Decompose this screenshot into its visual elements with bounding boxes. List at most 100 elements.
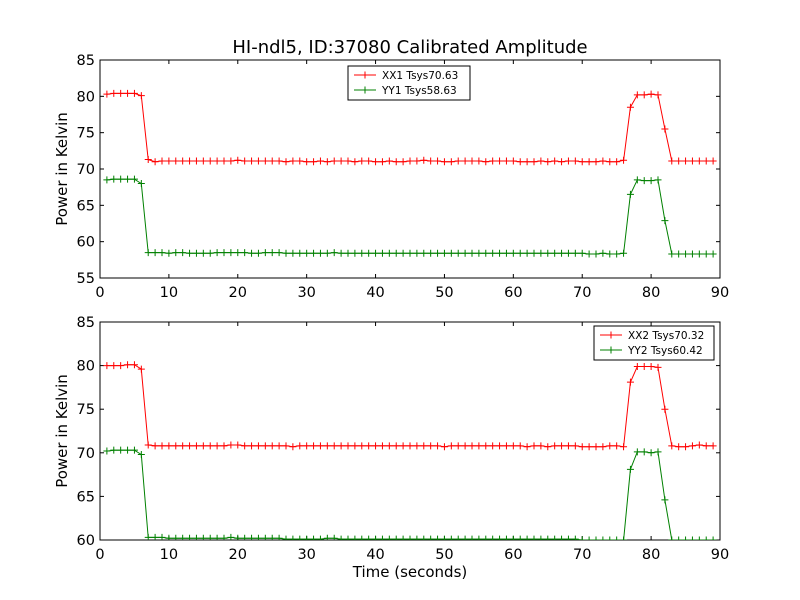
data-point	[427, 535, 435, 540]
data-point	[165, 157, 173, 165]
data-point	[365, 442, 373, 450]
data-point	[110, 175, 118, 183]
data-point	[420, 535, 428, 540]
data-point	[248, 442, 256, 450]
legend: XX1 Tsys70.63 YY1 Tsys58.63	[347, 65, 471, 101]
data-point	[296, 249, 304, 257]
data-point	[468, 442, 476, 450]
data-point	[385, 442, 393, 450]
data-point	[372, 535, 380, 540]
data-point	[399, 535, 407, 540]
data-point	[530, 249, 538, 257]
data-point	[316, 442, 324, 450]
data-point	[626, 378, 634, 386]
data-point	[296, 535, 304, 540]
data-point	[385, 535, 393, 540]
data-point	[254, 534, 262, 540]
data-point	[516, 535, 524, 540]
data-point	[372, 442, 380, 450]
data-point	[234, 249, 242, 257]
data-point	[144, 249, 152, 257]
legend-marker	[607, 331, 615, 339]
x-tick-label: 30	[297, 547, 315, 563]
legend-label: YY2 Tsys60.42	[627, 345, 703, 357]
data-point	[289, 535, 297, 540]
data-point	[137, 92, 145, 100]
y-tick-label: 75	[77, 402, 95, 418]
data-point	[254, 157, 262, 165]
data-point	[248, 249, 256, 257]
series-xx1	[103, 89, 717, 166]
data-point	[468, 249, 476, 257]
data-point	[702, 250, 710, 258]
data-point	[544, 443, 552, 451]
data-point	[626, 190, 634, 198]
data-point	[330, 157, 338, 165]
data-point	[558, 442, 566, 450]
data-point	[358, 157, 366, 165]
data-point	[668, 442, 676, 450]
data-point	[447, 535, 455, 540]
data-point	[675, 443, 683, 451]
data-point	[206, 534, 214, 540]
data-point	[578, 536, 586, 540]
data-point	[530, 535, 538, 540]
data-point	[130, 175, 138, 183]
data-point	[682, 250, 690, 258]
data-point	[654, 448, 662, 456]
data-point	[179, 249, 187, 257]
data-point	[544, 249, 552, 257]
data-point	[440, 535, 448, 540]
data-point	[158, 249, 166, 257]
data-point	[489, 535, 497, 540]
y-tick-label: 70	[77, 446, 95, 462]
data-point	[661, 125, 669, 133]
data-point	[406, 249, 414, 257]
data-point	[482, 158, 490, 166]
data-point	[192, 442, 200, 450]
data-point	[468, 535, 476, 540]
data-point	[227, 157, 235, 165]
data-point	[633, 176, 641, 184]
data-point	[564, 249, 572, 257]
data-point	[192, 534, 200, 540]
data-point	[303, 249, 311, 257]
data-point	[303, 535, 311, 540]
data-point	[130, 89, 138, 97]
data-point	[310, 249, 318, 257]
data-point	[144, 156, 152, 164]
data-point	[330, 534, 338, 540]
data-point	[213, 157, 221, 165]
data-point	[378, 158, 386, 166]
data-point	[179, 157, 187, 165]
data-point	[702, 157, 710, 165]
data-point	[585, 536, 593, 540]
data-point	[186, 157, 194, 165]
data-point	[303, 442, 311, 450]
data-point	[647, 90, 655, 98]
data-point	[427, 249, 435, 257]
data-point	[489, 442, 497, 450]
data-point	[275, 442, 283, 450]
data-point	[440, 443, 448, 451]
data-point	[192, 157, 200, 165]
data-point	[420, 156, 428, 164]
data-point	[434, 442, 442, 450]
data-point	[475, 442, 483, 450]
data-point	[668, 250, 676, 258]
data-point	[544, 535, 552, 540]
data-point	[502, 249, 510, 257]
data-point	[675, 250, 683, 258]
data-point	[475, 249, 483, 257]
data-point	[633, 362, 641, 370]
data-point	[124, 89, 132, 97]
data-point	[358, 249, 366, 257]
series-xx2	[103, 361, 717, 451]
data-point	[420, 442, 428, 450]
data-point	[558, 535, 566, 540]
data-point	[571, 442, 579, 450]
data-point	[530, 158, 538, 166]
data-point	[310, 535, 318, 540]
data-point	[702, 536, 710, 540]
data-point	[323, 249, 331, 257]
